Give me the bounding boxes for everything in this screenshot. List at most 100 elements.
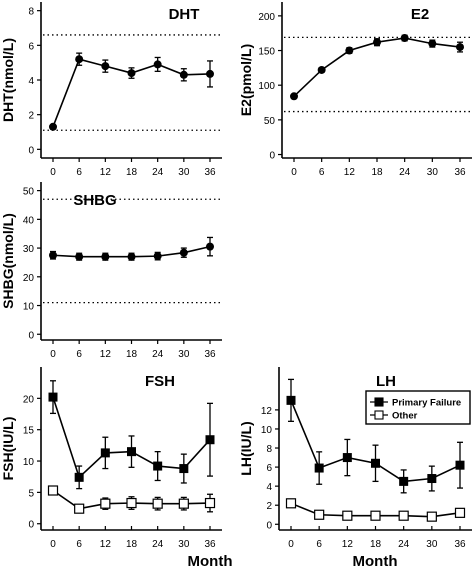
lh-x-tick-label: 18 [370, 539, 382, 550]
fsh-data-point [178, 498, 189, 509]
e2-data-point [373, 38, 381, 47]
fsh-y-tick-label: 0 [28, 520, 34, 531]
dht-x-tick-label: 0 [50, 167, 56, 178]
fsh-data-point [100, 498, 111, 509]
e2-data-point [400, 34, 409, 43]
lh-y-tick-label: 12 [261, 406, 273, 417]
fsh-x-tick-label: 6 [76, 539, 82, 550]
dht-y-tick-label: 2 [28, 111, 34, 122]
e2-data-point [345, 46, 354, 55]
lh-data-point [426, 511, 437, 522]
lh-data-point [371, 458, 380, 468]
fsh-data-point [126, 497, 137, 509]
lh-y-tick-label: 4 [266, 482, 272, 493]
lh-y-axis-label: LH(IU/L) [238, 421, 254, 475]
shbg-y-tick-label: 0 [28, 330, 34, 341]
dht-x-tick-label: 12 [100, 167, 112, 178]
fsh-data-point [152, 498, 163, 509]
lh-data-point [314, 509, 325, 520]
dht-x-tick-label: 36 [204, 167, 216, 178]
fsh-chart: 0 5 10 15 20 0 6 12 18 24 30 36 FSH FSH(IU/L) [0, 367, 222, 550]
shbg-x-tick-label: 0 [50, 349, 56, 360]
e2-x-tick-label: 30 [427, 167, 439, 178]
shbg-x-tick-label: 36 [204, 349, 216, 360]
e2-data-point [317, 65, 326, 74]
shbg-y-tick-label: 40 [23, 215, 35, 226]
lh-data-point [399, 476, 409, 486]
dht-data-point [101, 62, 110, 71]
lh-y-tick-label: 8 [266, 444, 272, 455]
shbg-data-point [206, 242, 214, 251]
e2-y-axis-label: E2(pmol/L) [238, 44, 254, 116]
dht-data-point [127, 69, 136, 78]
lh-data-point [342, 453, 352, 463]
dht-data-point [153, 60, 162, 69]
fsh-data-point [127, 447, 136, 457]
shbg-y-tick-label: 50 [23, 187, 35, 198]
e2-data-point [428, 39, 437, 48]
lh-y-tick-label: 6 [266, 463, 272, 474]
e2-x-tick-label: 18 [371, 167, 383, 178]
fsh-data-point [179, 464, 189, 474]
fsh-x-tick-label: 12 [100, 539, 112, 550]
x-axis-label-left: Month [188, 553, 233, 570]
shbg-data-point [101, 252, 110, 261]
fsh-y-tick-label: 20 [23, 394, 35, 405]
fsh-data-point [47, 485, 59, 496]
e2-data-point [290, 92, 298, 101]
dht-x-tick-label: 24 [152, 167, 164, 178]
e2-x-tick-label: 24 [399, 167, 411, 178]
fsh-y-axis-label: FSH(IU/L) [0, 417, 16, 481]
fsh-data-point [100, 448, 110, 458]
lh-data-point [455, 460, 465, 470]
fsh-y-tick-label: 5 [28, 488, 34, 499]
fsh-data-point [74, 472, 84, 482]
fsh-x-tick-label: 18 [126, 539, 138, 550]
dht-data-point [206, 69, 214, 78]
lh-data-point [342, 510, 353, 521]
shbg-x-tick-label: 24 [152, 349, 164, 360]
e2-y-tick-label: 200 [258, 12, 275, 23]
dht-data-point [75, 55, 84, 64]
lh-x-tick-label: 6 [316, 539, 322, 550]
fsh-x-tick-label: 0 [50, 539, 56, 550]
dht-x-tick-label: 6 [76, 167, 82, 178]
shbg-data-point [127, 252, 136, 261]
shbg-chart: 0 10 20 30 40 50 0 6 12 18 24 30 36 SHBG SHBG(nmol/L) [0, 182, 222, 360]
lh-data-point [398, 510, 409, 521]
dht-data-point [179, 70, 188, 79]
shbg-x-tick-label: 6 [76, 349, 82, 360]
shbg-y-tick-label: 20 [23, 273, 35, 284]
lh-title: LH [376, 373, 396, 390]
fsh-x-tick-label: 24 [152, 539, 164, 550]
e2-chart: 0 50 100 150 200 0 6 12 18 24 30 36 E2 E2(pmol/L) [238, 2, 472, 178]
fsh-data-point [48, 392, 58, 402]
shbg-data-point [75, 252, 84, 261]
e2-title: E2 [411, 6, 429, 23]
lh-data-point [285, 498, 297, 509]
e2-x-tick-label: 12 [344, 167, 356, 178]
dht-x-tick-label: 30 [178, 167, 190, 178]
shbg-x-tick-label: 12 [100, 349, 112, 360]
dht-y-tick-label: 8 [28, 7, 34, 18]
e2-x-tick-label: 6 [319, 167, 325, 178]
shbg-y-tick-label: 10 [23, 302, 35, 313]
legend-label: Other [392, 411, 418, 422]
dht-x-tick-label: 18 [126, 167, 138, 178]
shbg-y-tick-label: 30 [23, 244, 35, 255]
lh-x-tick-label: 12 [342, 539, 354, 550]
e2-y-tick-label: 100 [258, 81, 275, 92]
dht-y-axis-label: DHT(nmol/L) [0, 38, 16, 122]
dht-y-tick-label: 0 [28, 145, 34, 156]
e2-y-tick-label: 0 [269, 151, 275, 162]
fsh-data-point [153, 461, 163, 471]
lh-x-tick-label: 36 [454, 539, 466, 550]
fsh-data-point [205, 435, 215, 445]
lh-y-tick-label: 0 [266, 520, 272, 531]
e2-data-point [456, 43, 464, 52]
shbg-x-tick-label: 18 [126, 349, 138, 360]
lh-data-point [370, 510, 381, 521]
